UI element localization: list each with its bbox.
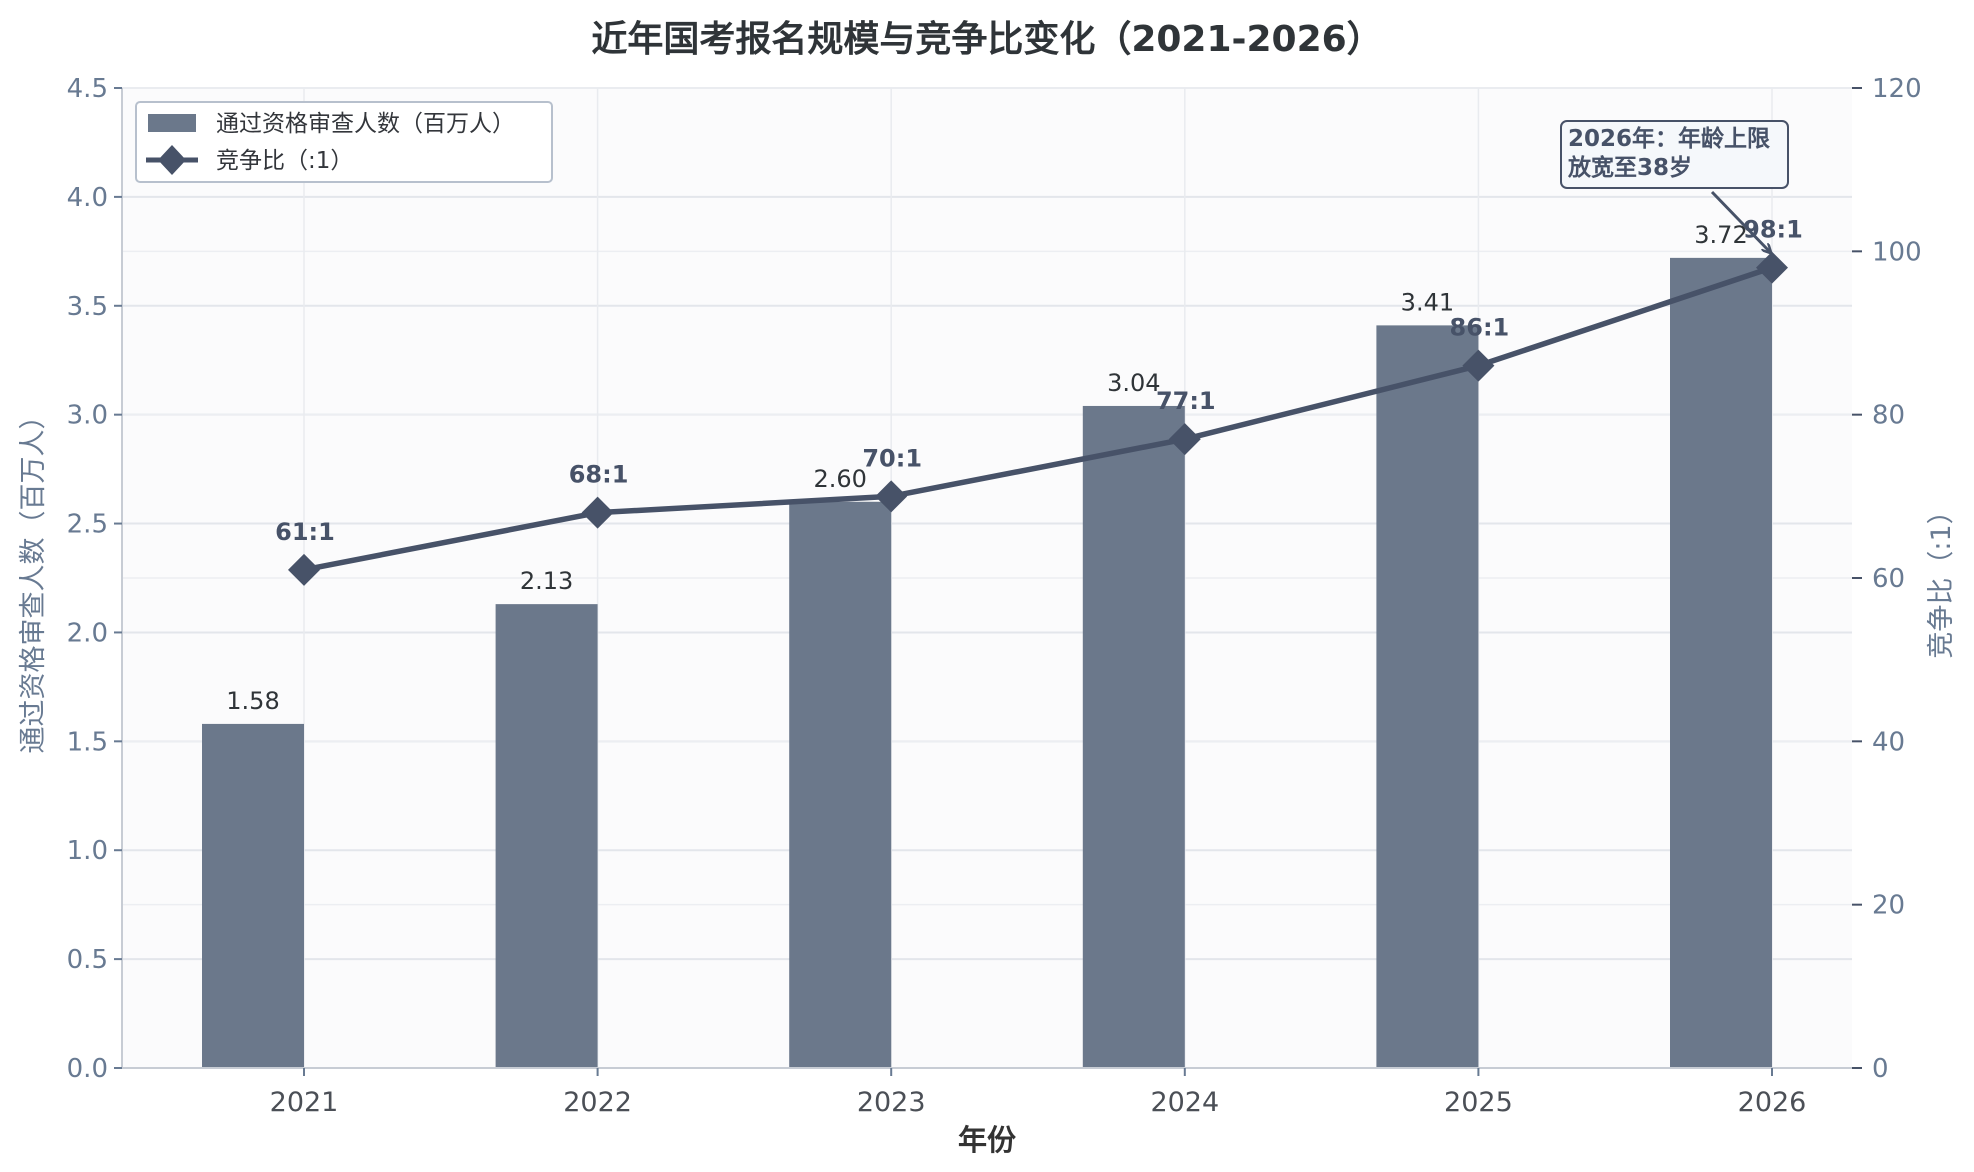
ratio-marker	[1168, 423, 1201, 456]
y-axis-title-right: 竞争比（:1）	[1926, 497, 1957, 658]
y-tick-label-right: 80	[1872, 401, 1905, 431]
ratio-marker	[1756, 251, 1788, 284]
legend: 通过资格审查人数（百万人） 竞争比（:1）	[135, 101, 553, 183]
y-tick-label-left: 2.5	[67, 510, 108, 540]
y-tick-label-right: 20	[1872, 891, 1905, 921]
bar	[1670, 257, 1772, 1068]
chart-title: 近年国考报名规模与竞争比变化（2021-2026）	[591, 19, 1383, 60]
bar	[495, 604, 598, 1068]
ratio-value-label: 77:1	[1156, 387, 1216, 415]
bar-value-label: 2.13	[520, 567, 573, 595]
ratio-marker	[1462, 349, 1495, 382]
bar	[1376, 325, 1479, 1068]
line-layer	[288, 251, 1788, 586]
bar	[202, 723, 304, 1068]
labels: 1.58 2.13 2.60 3.04 3.41 3.72 61:1 68:1 70:1 77:1…	[226, 216, 1803, 715]
x-axis-title: 年份	[958, 1123, 1016, 1157]
y-tick-label-left: 4.0	[67, 183, 108, 213]
ratio-line	[303, 265, 1773, 573]
annotation: 2026年：年龄上限 放宽至38岁	[1560, 120, 1789, 252]
x-tick-label: 2024	[1150, 1087, 1219, 1118]
legend-bar-swatch	[148, 114, 196, 132]
bar-value-label: 2.60	[813, 465, 866, 493]
y-tick-label-right: 60	[1872, 564, 1905, 594]
legend-line-marker	[158, 145, 186, 175]
ratio-value-label: 68:1	[569, 461, 629, 489]
legend-bar-label: 通过资格审查人数（百万人）	[216, 111, 515, 137]
ticks: 0.0 0.5 1.0 1.5 2.0 2.5 3.0 3.5 4.0 4.5 0 20 40 60 80 1…	[67, 74, 1922, 1118]
y-tick-label-left: 3.5	[67, 292, 108, 322]
y-tick-label-right: 120	[1872, 74, 1922, 104]
y-tick-label-right: 100	[1872, 237, 1922, 267]
ratio-value-label: 61:1	[275, 518, 335, 546]
y-tick-label-left: 1.0	[67, 836, 108, 866]
bar	[789, 501, 892, 1068]
ratio-marker	[875, 480, 908, 513]
y-axis-title-left: 通过资格审查人数（百万人）	[18, 403, 49, 754]
y-tick-label-left: 1.5	[67, 727, 108, 757]
annotation-arrow	[1710, 190, 1770, 252]
y-tick-label-right: 40	[1872, 727, 1905, 757]
annotation-line-2: 放宽至38岁	[1567, 154, 1692, 181]
legend-line-label: 竞争比（:1）	[216, 148, 353, 174]
ratio-marker	[581, 496, 614, 529]
legend-box	[135, 101, 553, 183]
bar-value-label: 1.58	[226, 687, 279, 715]
x-tick-label: 2026	[1738, 1087, 1807, 1118]
annotation-line-1: 2026年：年龄上限	[1568, 125, 1770, 152]
x-tick-label: 2023	[857, 1087, 926, 1118]
bar-value-label: 3.72	[1694, 221, 1747, 249]
y-tick-label-left: 2.0	[67, 618, 108, 648]
axes	[121, 88, 1852, 1069]
bar-value-label: 3.04	[1107, 369, 1160, 397]
ratio-value-label: 86:1	[1450, 314, 1510, 342]
y-tick-label-left: 0.5	[67, 945, 108, 975]
y-tick-label-left: 0.0	[67, 1054, 108, 1084]
y-tick-label-left: 3.0	[67, 401, 108, 431]
bars	[202, 257, 1772, 1068]
x-tick-label: 2025	[1444, 1087, 1513, 1118]
ratio-value-label: 70:1	[862, 444, 922, 472]
y-tick-label-left: 4.5	[67, 74, 108, 104]
x-tick-label: 2022	[563, 1087, 632, 1118]
annotation-box	[1560, 120, 1789, 189]
bar	[1082, 405, 1185, 1068]
x-tick-label: 2021	[270, 1087, 339, 1118]
bar-value-label: 3.41	[1401, 288, 1454, 316]
y-tick-label-right: 0	[1872, 1054, 1889, 1084]
ratio-value-label: 98:1	[1743, 216, 1803, 244]
ratio-marker	[288, 553, 320, 586]
